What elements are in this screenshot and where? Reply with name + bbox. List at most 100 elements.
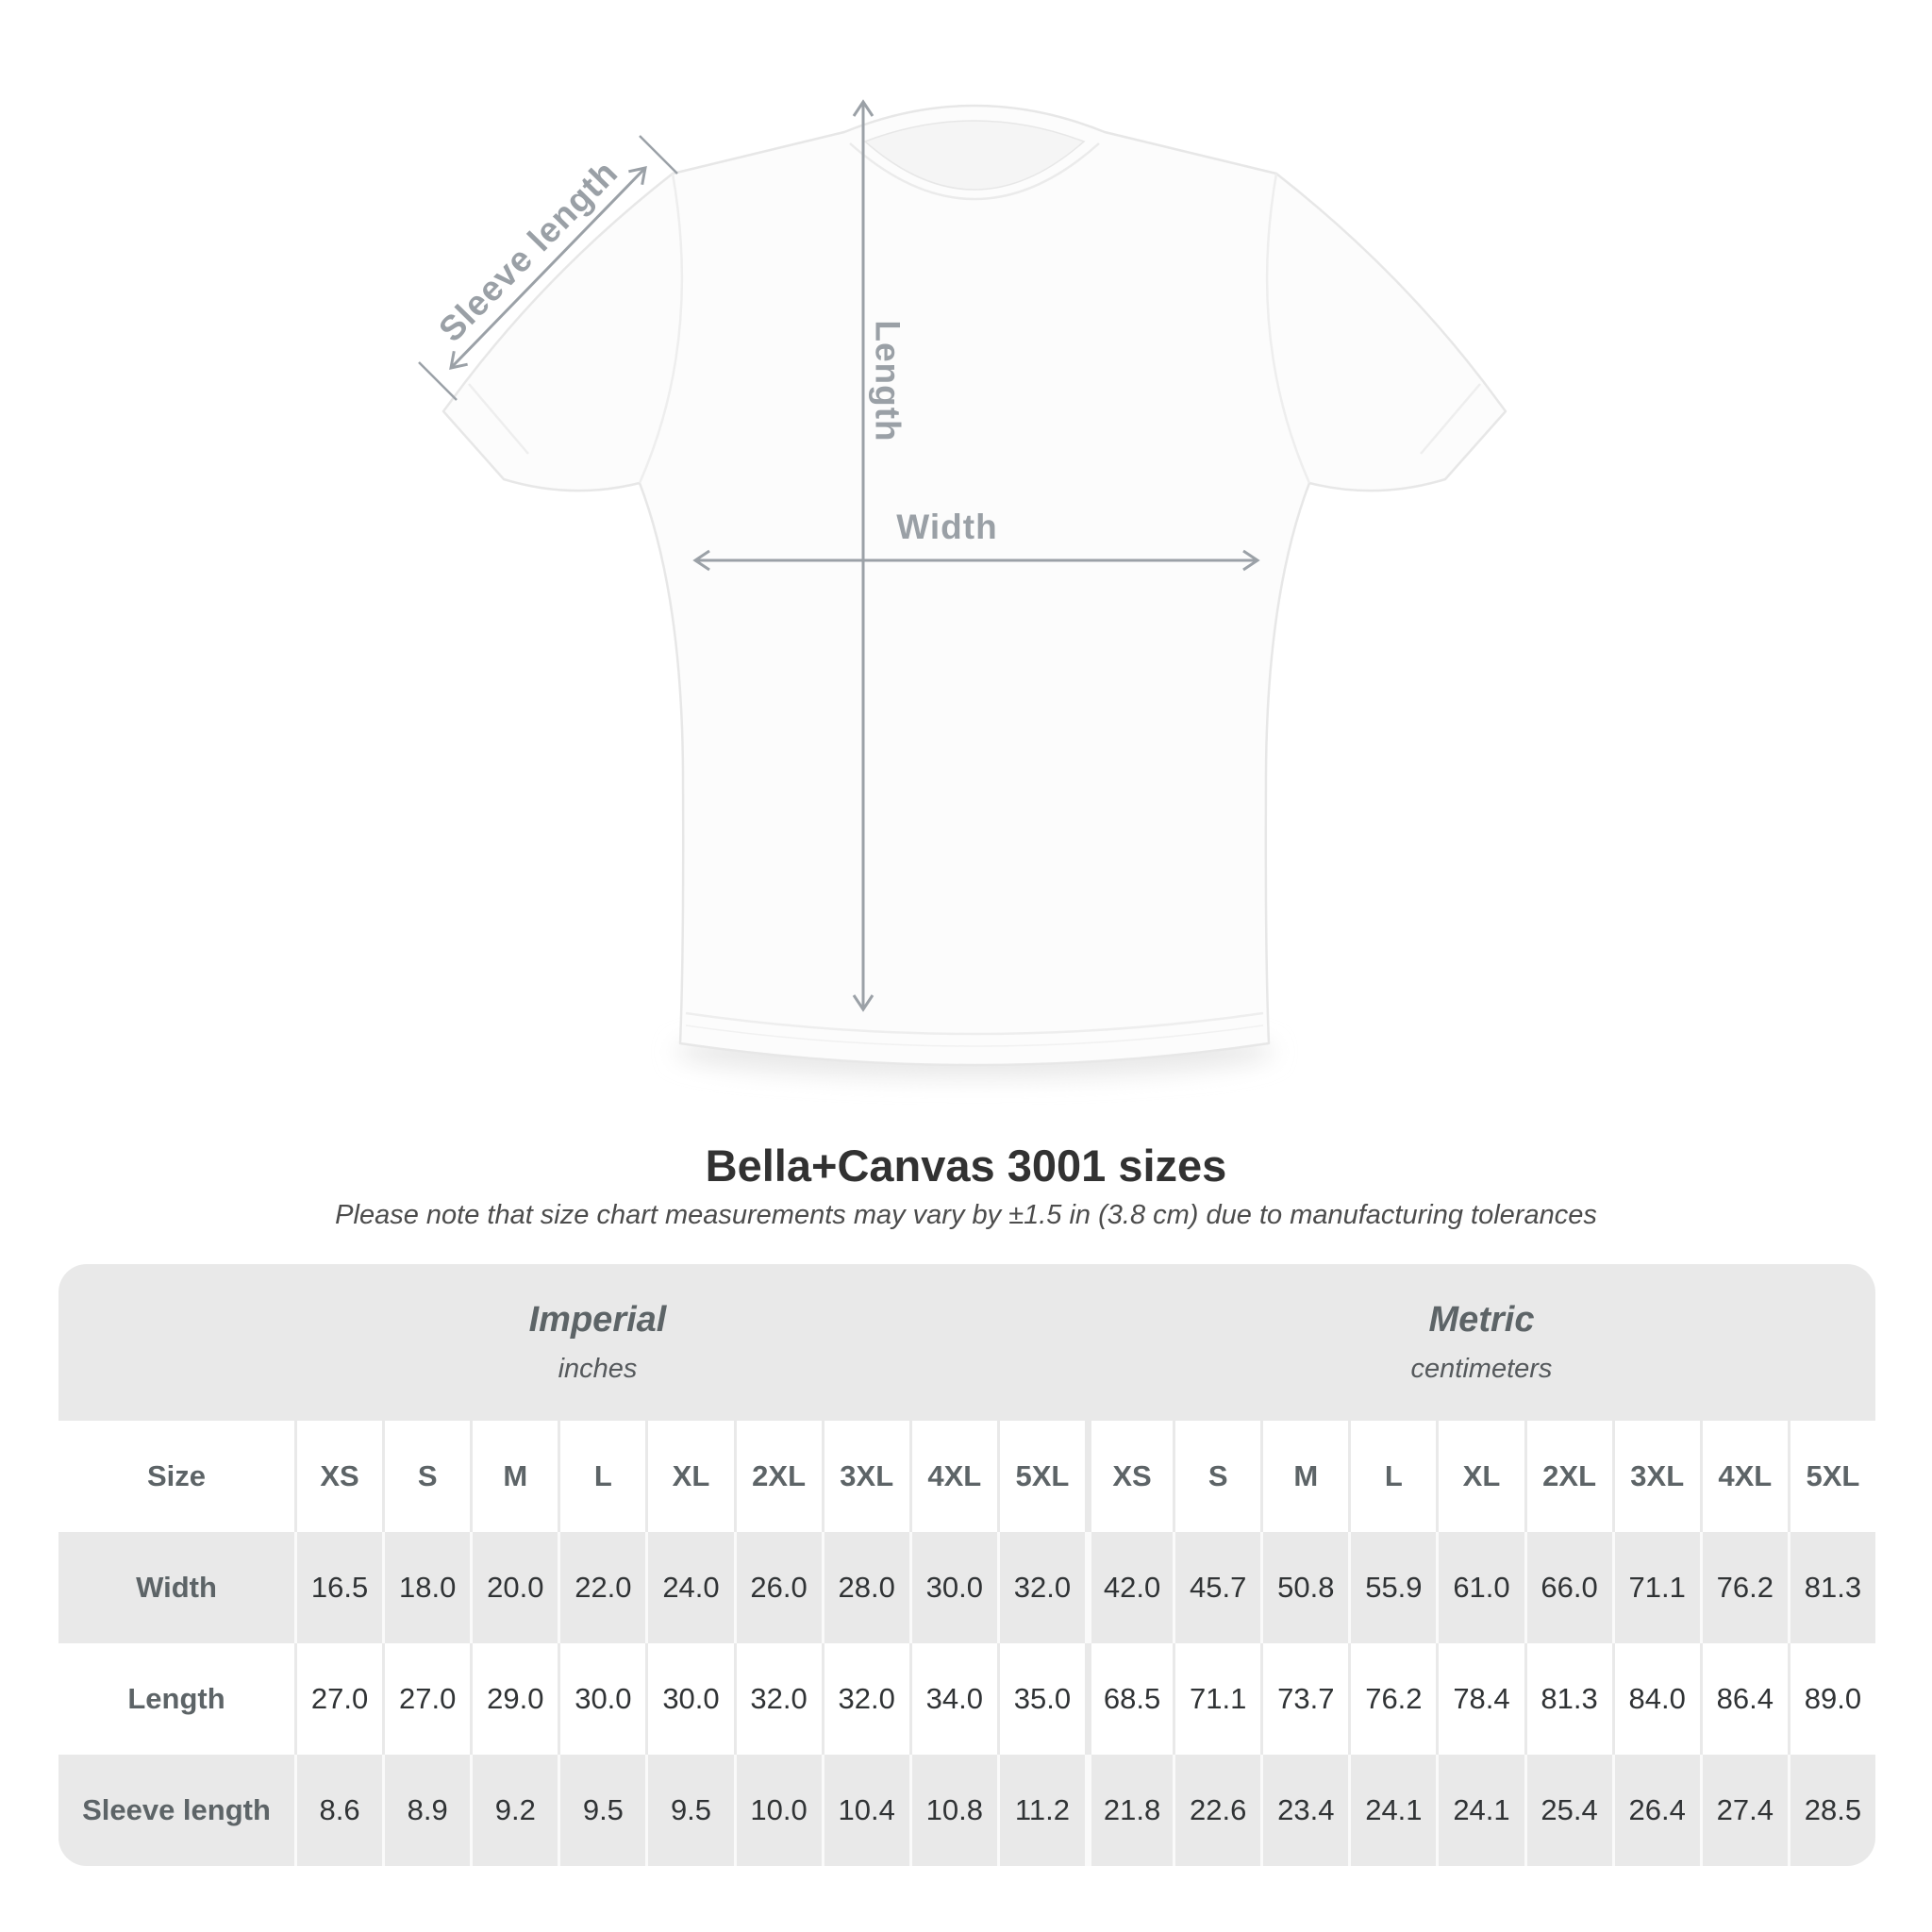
table-cell: 25.4: [1526, 1755, 1612, 1866]
unit-header-metric: Metric centimeters: [1088, 1264, 1875, 1421]
size-col-metric-xs: XS: [1091, 1421, 1174, 1532]
table-cell: 11.2: [999, 1755, 1085, 1866]
size-col-metric-m: M: [1263, 1421, 1349, 1532]
size-col-metric-s: S: [1175, 1421, 1261, 1532]
imperial-label: Imperial: [528, 1300, 667, 1340]
size-header-row: Size XS S M L XL 2XL 3XL 4XL 5XL XS S M …: [58, 1421, 1875, 1532]
table-cell: 71.1: [1614, 1532, 1700, 1643]
metric-label: Metric: [1428, 1300, 1535, 1340]
size-col-metric-2xl: 2XL: [1526, 1421, 1612, 1532]
size-col-imperial-4xl: 4XL: [911, 1421, 997, 1532]
table-cell: 28.0: [824, 1532, 909, 1643]
size-col-imperial-2xl: 2XL: [736, 1421, 822, 1532]
table-cell: 68.5: [1091, 1643, 1174, 1755]
length-label: Length: [869, 320, 908, 441]
table-cell: 32.0: [999, 1532, 1085, 1643]
table-cell: 45.7: [1175, 1532, 1261, 1643]
metric-unit-label: centimeters: [1410, 1354, 1553, 1384]
table-cell: 29.0: [473, 1643, 558, 1755]
table-cell: 34.0: [911, 1643, 997, 1755]
table-cell: 16.5: [297, 1532, 383, 1643]
size-col-imperial-l: L: [560, 1421, 646, 1532]
unit-header-imperial: Imperial inches: [58, 1264, 1085, 1421]
table-cell: 8.9: [385, 1755, 471, 1866]
sleeve-arrow-tick-lower: [418, 361, 458, 401]
size-col-metric-xl: XL: [1439, 1421, 1524, 1532]
table-cell: 30.0: [911, 1532, 997, 1643]
size-col-metric-3xl: 3XL: [1614, 1421, 1700, 1532]
sleeve-length-arrow: [449, 166, 647, 370]
size-col-imperial-xs: XS: [297, 1421, 383, 1532]
table-cell: 9.2: [473, 1755, 558, 1866]
shirt-seams: [468, 173, 1481, 1047]
table-cell: 32.0: [824, 1643, 909, 1755]
table-cell: 30.0: [648, 1643, 734, 1755]
table-cell: 42.0: [1091, 1532, 1174, 1643]
table-cell: 76.2: [1702, 1532, 1788, 1643]
unit-header-row: Imperial inches Metric centimeters: [58, 1264, 1875, 1421]
table-cell: 22.6: [1175, 1755, 1261, 1866]
table-cell: 55.9: [1351, 1532, 1437, 1643]
row-label-length: Length: [58, 1643, 294, 1755]
size-col-imperial-5xl: 5XL: [999, 1421, 1085, 1532]
page-title: Bella+Canvas 3001 sizes: [705, 1141, 1227, 1191]
table-cell: 27.0: [297, 1643, 383, 1755]
table-cell: 10.8: [911, 1755, 997, 1866]
table-cell: 24.1: [1439, 1755, 1524, 1866]
table-cell: 23.4: [1263, 1755, 1349, 1866]
table-cell: 84.0: [1614, 1643, 1700, 1755]
tshirt-silhouette: [441, 104, 1507, 1067]
size-col-imperial-3xl: 3XL: [824, 1421, 909, 1532]
table-cell: 24.1: [1351, 1755, 1437, 1866]
table-cell: 89.0: [1790, 1643, 1875, 1755]
table-cell: 27.4: [1702, 1755, 1788, 1866]
size-col-imperial-xl: XL: [648, 1421, 734, 1532]
size-col-imperial-m: M: [473, 1421, 558, 1532]
size-col-imperial-s: S: [385, 1421, 471, 1532]
table-cell: 50.8: [1263, 1532, 1349, 1643]
table-cell: 20.0: [473, 1532, 558, 1643]
table-cell: 32.0: [736, 1643, 822, 1755]
sleeve-arrow-tick-upper: [639, 135, 678, 175]
size-col-metric-5xl: 5XL: [1790, 1421, 1875, 1532]
width-label: Width: [896, 508, 997, 546]
tshirt-measurement-diagram: Sleeve length Length Width: [418, 99, 1507, 1078]
table-cell: 8.6: [297, 1755, 383, 1866]
table-cell: 22.0: [560, 1532, 646, 1643]
page-subtitle: Please note that size chart measurements…: [335, 1200, 1597, 1230]
size-header: Size: [58, 1421, 294, 1532]
table-cell: 78.4: [1439, 1643, 1524, 1755]
width-row: Width 16.5 18.0 20.0 22.0 24.0 26.0 28.0…: [58, 1532, 1875, 1643]
measurement-arrows: [418, 99, 1260, 1012]
sleeve-length-row: Sleeve length 8.6 8.9 9.2 9.5 9.5 10.0 1…: [58, 1755, 1875, 1866]
table-cell: 73.7: [1263, 1643, 1349, 1755]
table-cell: 27.0: [385, 1643, 471, 1755]
table-cell: 86.4: [1702, 1643, 1788, 1755]
size-table: Imperial inches Metric centimeters Size …: [58, 1264, 1875, 1866]
imperial-unit-label: inches: [558, 1354, 638, 1384]
size-col-metric-l: L: [1351, 1421, 1437, 1532]
table-cell: 71.1: [1175, 1643, 1261, 1755]
table-cell: 81.3: [1790, 1532, 1875, 1643]
table-cell: 9.5: [560, 1755, 646, 1866]
table-cell: 30.0: [560, 1643, 646, 1755]
collar-opening: [863, 120, 1086, 191]
table-cell: 26.4: [1614, 1755, 1700, 1866]
table-cell: 9.5: [648, 1755, 734, 1866]
table-cell: 24.0: [648, 1532, 734, 1643]
collar-stitch: [849, 142, 1100, 201]
table-cell: 10.0: [736, 1755, 822, 1866]
row-label-width: Width: [58, 1532, 294, 1643]
table-cell: 18.0: [385, 1532, 471, 1643]
length-row: Length 27.0 27.0 29.0 30.0 30.0 32.0 32.…: [58, 1643, 1875, 1755]
table-cell: 76.2: [1351, 1643, 1437, 1755]
size-col-metric-4xl: 4XL: [1702, 1421, 1788, 1532]
table-cell: 61.0: [1439, 1532, 1524, 1643]
table-cell: 21.8: [1091, 1755, 1174, 1866]
table-cell: 81.3: [1526, 1643, 1612, 1755]
table-cell: 66.0: [1526, 1532, 1612, 1643]
row-label-sleeve-length: Sleeve length: [58, 1755, 294, 1866]
table-cell: 26.0: [736, 1532, 822, 1643]
table-cell: 28.5: [1790, 1755, 1875, 1866]
